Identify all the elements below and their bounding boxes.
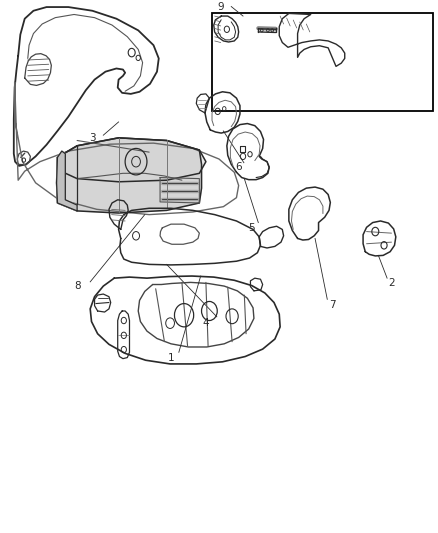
- Text: 1: 1: [168, 352, 174, 362]
- Text: 9: 9: [218, 2, 225, 12]
- Text: 3: 3: [89, 133, 95, 143]
- Text: 8: 8: [74, 281, 81, 291]
- Text: 5: 5: [248, 223, 255, 233]
- Bar: [212, 13, 433, 111]
- Polygon shape: [57, 151, 77, 211]
- Polygon shape: [57, 138, 201, 213]
- Text: 2: 2: [388, 278, 395, 288]
- Text: 6: 6: [235, 162, 242, 172]
- Text: 4: 4: [203, 318, 209, 328]
- Polygon shape: [57, 138, 206, 182]
- Text: 7: 7: [329, 300, 336, 310]
